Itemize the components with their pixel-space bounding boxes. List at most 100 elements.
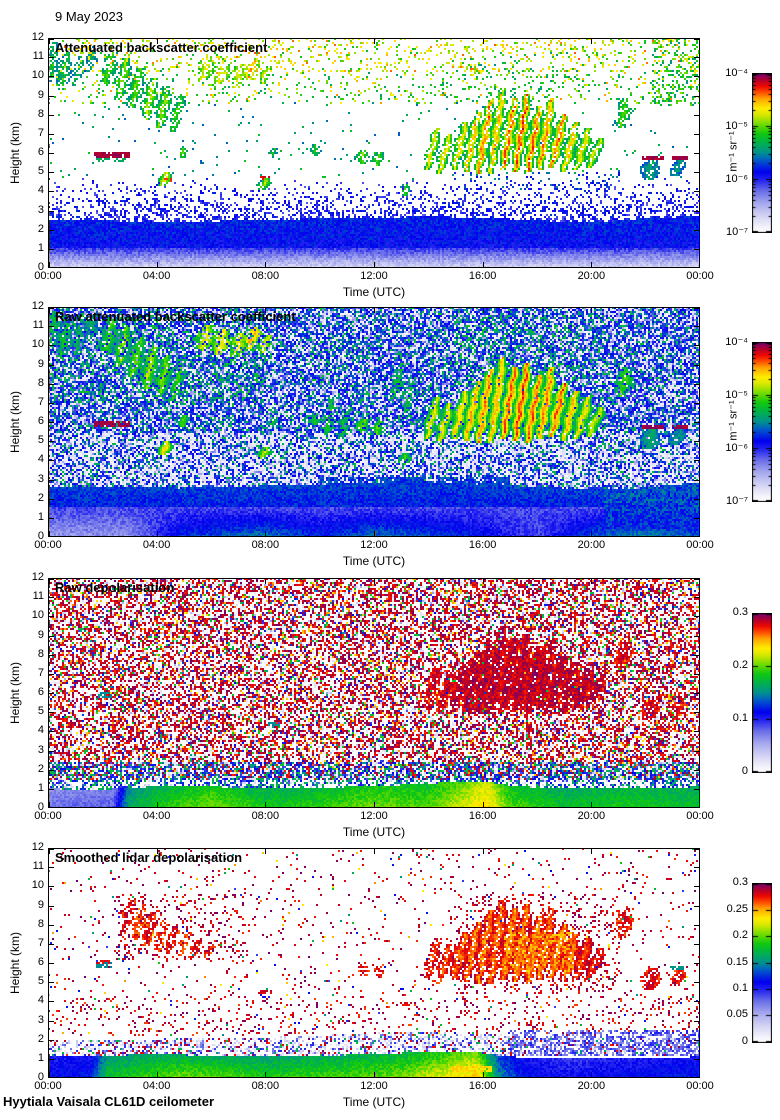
colorbar [752, 613, 772, 773]
y-tick-label: 10 [31, 338, 44, 351]
x-tick-label: 16:00 [468, 270, 497, 282]
colorbar-tick-label: 0 [741, 765, 748, 777]
y-tick-label: 9 [37, 357, 44, 370]
panel-smoothed-lidar-depolarisation: Height (km) Smoothed lidar depolarisatio… [0, 841, 780, 1120]
raw-attenuated-backscatter-heatmap [48, 307, 700, 537]
y-tick-label: 11 [32, 319, 44, 332]
y-tick-label: 12 [31, 841, 44, 853]
x-tick-label: 04:00 [142, 539, 171, 551]
panel-raw-depolarisation: Height (km) Raw depolarisation Time (UTC… [0, 571, 780, 878]
y-tick-label: 0 [37, 530, 44, 542]
colorbar [752, 342, 772, 502]
x-axis-title: Time (UTC) [342, 1095, 406, 1109]
colorbar-tick-label: 10⁻⁶ [725, 173, 748, 185]
colorbar-gradient [752, 73, 772, 233]
x-tick-label: 00:00 [686, 810, 714, 822]
y-tick-label: 0 [37, 261, 44, 273]
colorbar-tick-label: 0.2 [732, 928, 748, 941]
y-tick-label: 6 [37, 146, 44, 158]
colorbar-tick-label: 0.3 [732, 606, 748, 618]
y-tick-label: 5 [37, 434, 44, 447]
y-tick-label: 3 [37, 1013, 44, 1026]
y-tick-label: 6 [37, 686, 44, 698]
x-tick-label: 00:00 [34, 810, 62, 822]
colorbar-tick-label: 0.05 [726, 1008, 748, 1021]
y-tick-label: 1 [37, 510, 44, 523]
x-tick-label: 16:00 [468, 1080, 497, 1092]
y-tick-label: 5 [37, 975, 44, 988]
y-tick-label: 12 [31, 31, 44, 43]
y-tick-label: 0 [37, 801, 44, 813]
x-tick-label: 00:00 [34, 270, 62, 282]
x-tick-label: 20:00 [577, 810, 606, 822]
y-tick-label: 12 [31, 300, 44, 312]
instrument-label: Hyytiala Vaisala CL61D ceilometer [3, 1094, 215, 1109]
y-tick-label: 2 [37, 762, 44, 775]
colorbar-tick-label: 0.1 [732, 982, 748, 994]
panel-title: Attenuated backscatter coefficient [55, 40, 268, 55]
y-tick-label: 3 [37, 472, 44, 485]
x-tick-label: 16:00 [468, 539, 497, 551]
colorbar-tick-label: 10⁻⁵ [725, 119, 748, 132]
colorbar-tick-label: 0 [741, 1035, 748, 1047]
y-tick-label: 8 [37, 647, 44, 660]
y-tick-label: 6 [37, 415, 44, 427]
colorbar-gradient [752, 613, 772, 773]
y-tick-label: 0 [37, 1071, 44, 1083]
y-tick-label: 11 [32, 50, 44, 63]
x-tick-label: 20:00 [577, 270, 606, 282]
y-tick-label: 7 [37, 126, 44, 139]
colorbar [752, 883, 772, 1043]
panel-raw-attenuated-backscatter: Height (km) Raw attenuated backscatter c… [0, 300, 780, 607]
colorbar-gradient [752, 342, 772, 502]
x-tick-label: 04:00 [142, 810, 171, 822]
colorbar-tick-label: 10⁻⁴ [725, 67, 748, 79]
smoothed-lidar-depolarisation-heatmap [48, 848, 700, 1078]
panel-attenuated-backscatter: Height (km) Attenuated backscatter coeff… [0, 31, 780, 338]
x-axis-title: Time (UTC) [342, 825, 406, 839]
y-tick-label: 7 [37, 395, 44, 408]
y-tick-label: 7 [37, 936, 44, 949]
y-tick-label: 2 [37, 1032, 44, 1045]
colorbar [752, 73, 772, 233]
x-tick-label: 08:00 [251, 1080, 280, 1092]
y-tick-label: 9 [37, 88, 44, 101]
x-axis-title: Time (UTC) [342, 554, 406, 568]
y-tick-label: 8 [37, 107, 44, 120]
y-tick-label: 1 [37, 781, 44, 794]
colorbar-tick-label: 0.15 [726, 955, 748, 968]
attenuated-backscatter-heatmap [48, 38, 700, 268]
x-tick-label: 20:00 [577, 1080, 606, 1092]
colorbar-tick-label: 10⁻⁷ [725, 495, 748, 507]
y-tick-label: 4 [37, 184, 44, 197]
y-tick-label: 8 [37, 376, 44, 389]
y-tick-label: 10 [31, 879, 44, 892]
x-tick-label: 00:00 [686, 270, 714, 282]
y-tick-label: 3 [37, 203, 44, 216]
y-tick-label: 3 [37, 743, 44, 756]
x-tick-label: 08:00 [251, 539, 280, 551]
y-tick-label: 4 [37, 994, 44, 1007]
y-tick-label: 5 [37, 165, 44, 178]
x-tick-label: 08:00 [251, 810, 280, 822]
y-tick-label: 5 [37, 705, 44, 718]
x-tick-label: 12:00 [360, 810, 388, 822]
x-tick-label: 04:00 [142, 1080, 171, 1092]
y-tick-label: 10 [31, 69, 44, 82]
y-tick-label: 10 [31, 609, 44, 622]
colorbar-gradient [752, 883, 772, 1043]
x-tick-label: 00:00 [34, 539, 62, 551]
y-tick-label: 6 [37, 956, 44, 968]
y-tick-label: 8 [37, 917, 44, 930]
y-tick-label: 1 [37, 241, 44, 254]
y-tick-label: 9 [37, 628, 44, 641]
y-tick-label: 4 [37, 724, 44, 737]
x-tick-label: 04:00 [142, 270, 171, 282]
x-tick-label: 20:00 [577, 539, 606, 551]
x-tick-label: 00:00 [686, 1080, 714, 1092]
raw-depolarisation-heatmap [48, 578, 700, 808]
x-tick-label: 12:00 [360, 1080, 388, 1092]
y-tick-label: 2 [37, 491, 44, 504]
panel-title: Raw attenuated backscatter coefficient [55, 309, 296, 324]
